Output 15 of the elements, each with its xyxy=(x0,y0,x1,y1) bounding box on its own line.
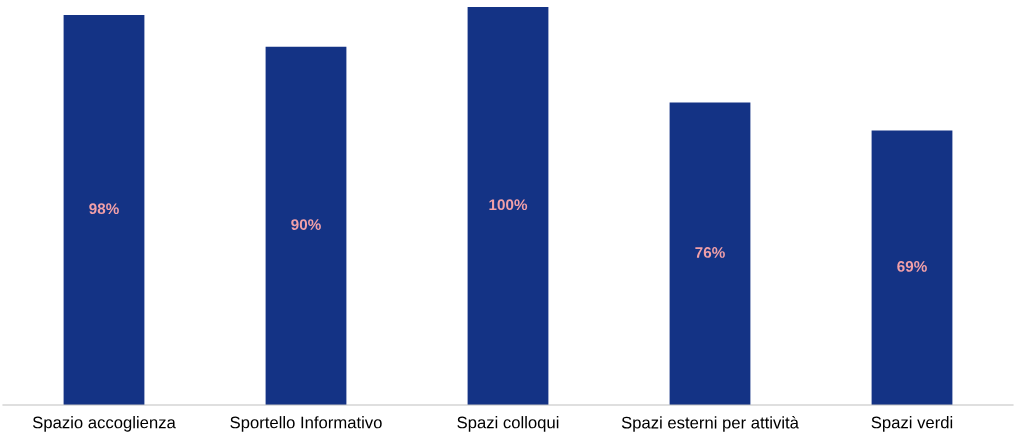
bar xyxy=(871,130,953,405)
data-label: 98% xyxy=(89,203,119,215)
x-tick-label: Spazi verdi xyxy=(871,416,953,432)
bar xyxy=(669,102,751,405)
bar xyxy=(265,46,347,405)
x-tick-label: Sportello Informativo xyxy=(230,416,382,432)
x-tick-label: Spazi esterni per attività xyxy=(621,416,799,432)
bar xyxy=(467,7,549,405)
x-tick-label: Spazi colloqui xyxy=(457,416,559,432)
data-label: 76% xyxy=(695,247,725,258)
data-label: 69% xyxy=(897,260,927,272)
bar xyxy=(63,14,145,405)
x-tick-label: Spazio accoglienza xyxy=(32,416,176,432)
data-label: 90% xyxy=(291,219,321,230)
data-label: 100% xyxy=(489,199,528,211)
